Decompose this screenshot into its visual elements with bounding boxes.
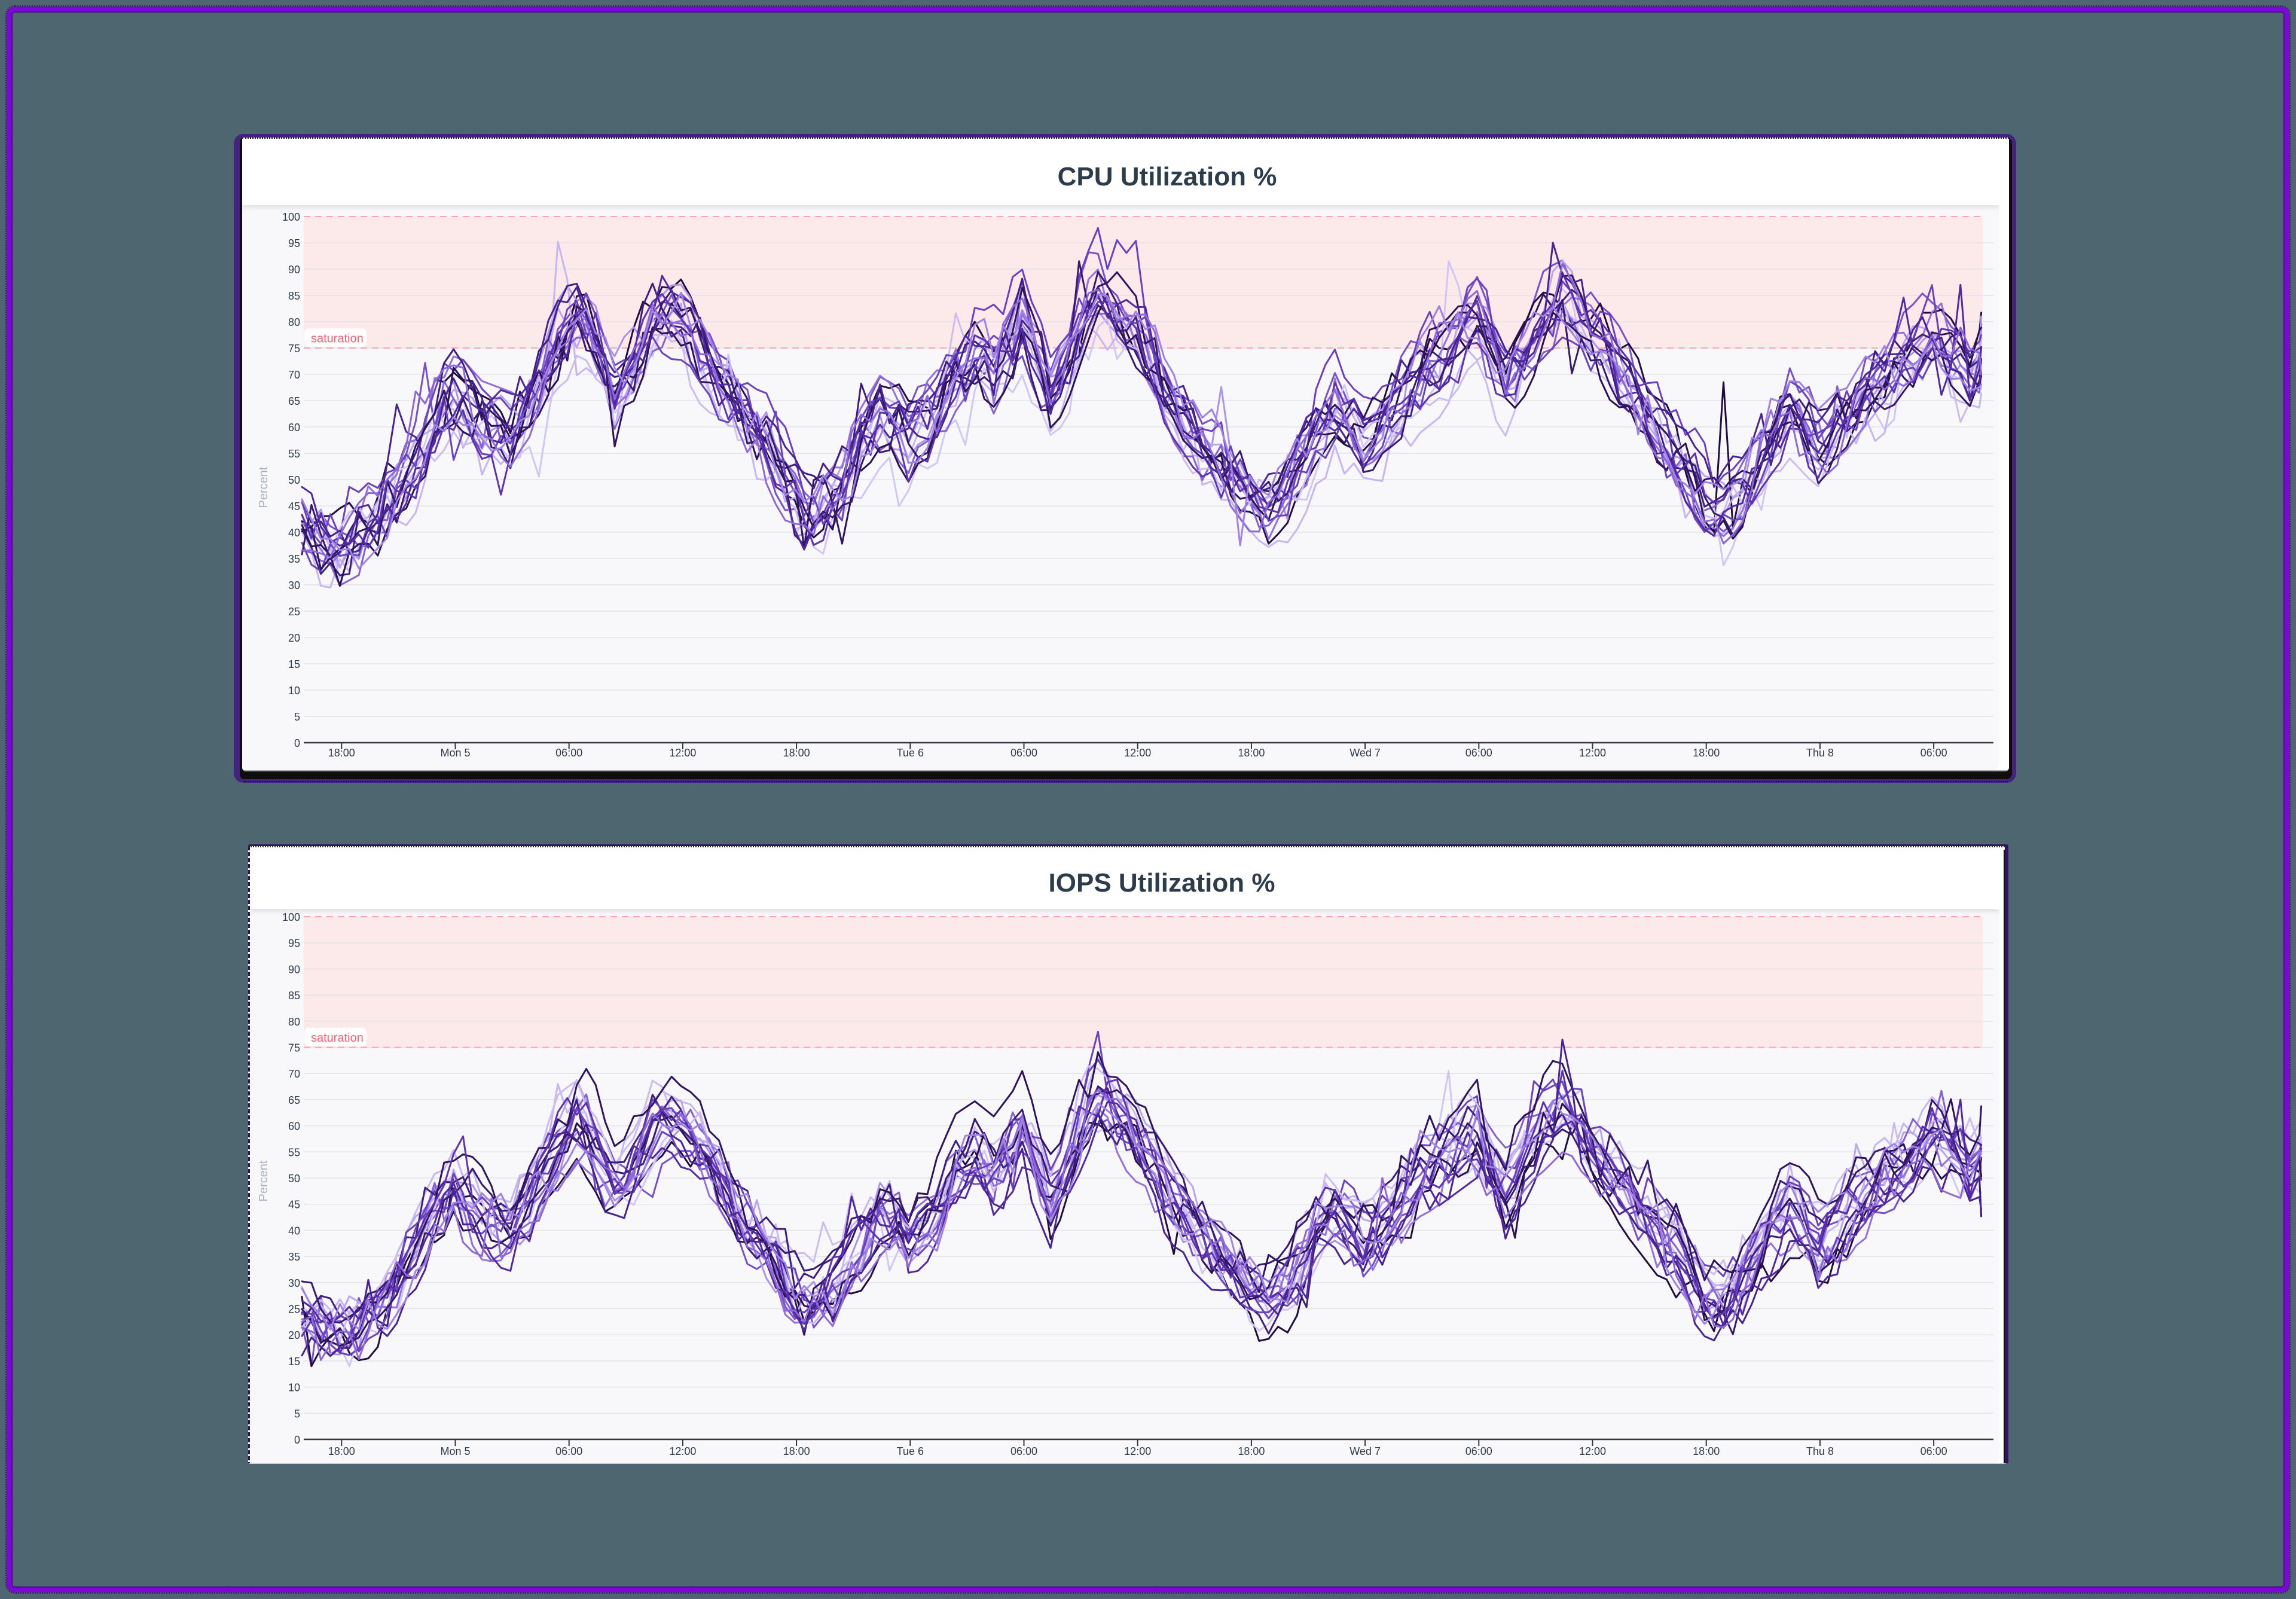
svg-text:06:00: 06:00 xyxy=(1010,1445,1037,1457)
svg-text:35: 35 xyxy=(288,1251,300,1263)
svg-text:Tue 6: Tue 6 xyxy=(897,1445,924,1457)
svg-text:06:00: 06:00 xyxy=(1465,747,1492,759)
svg-text:55: 55 xyxy=(288,448,300,460)
svg-text:55: 55 xyxy=(288,1146,300,1158)
svg-text:12:00: 12:00 xyxy=(669,1445,696,1457)
svg-text:90: 90 xyxy=(288,963,300,975)
svg-text:saturation: saturation xyxy=(311,1032,364,1045)
svg-text:45: 45 xyxy=(288,501,300,512)
svg-text:CPU Utilization %: CPU Utilization % xyxy=(1058,162,1277,191)
svg-text:06:00: 06:00 xyxy=(1921,1445,1947,1457)
svg-text:95: 95 xyxy=(288,938,300,950)
svg-text:Mon 5: Mon 5 xyxy=(440,1445,470,1457)
svg-text:70: 70 xyxy=(288,369,300,381)
svg-text:18:00: 18:00 xyxy=(783,1445,810,1457)
svg-text:60: 60 xyxy=(288,422,300,434)
svg-text:85: 85 xyxy=(288,290,300,302)
svg-text:18:00: 18:00 xyxy=(328,747,355,759)
svg-text:30: 30 xyxy=(288,579,300,591)
svg-text:IOPS Utilization %: IOPS Utilization % xyxy=(1049,868,1275,898)
svg-text:10: 10 xyxy=(288,685,300,697)
svg-text:65: 65 xyxy=(288,1094,300,1106)
svg-text:Wed 7: Wed 7 xyxy=(1349,1445,1381,1457)
svg-text:85: 85 xyxy=(288,990,300,1002)
svg-text:15: 15 xyxy=(288,658,300,670)
svg-text:20: 20 xyxy=(288,1329,300,1341)
svg-text:65: 65 xyxy=(288,395,300,407)
svg-text:18:00: 18:00 xyxy=(1693,1445,1720,1457)
svg-text:20: 20 xyxy=(288,632,300,644)
svg-text:95: 95 xyxy=(288,237,300,249)
svg-text:60: 60 xyxy=(288,1121,300,1133)
svg-text:06:00: 06:00 xyxy=(1921,747,1947,759)
svg-text:15: 15 xyxy=(288,1356,300,1368)
svg-text:Tue 6: Tue 6 xyxy=(897,747,924,759)
svg-text:06:00: 06:00 xyxy=(555,1445,582,1457)
svg-text:06:00: 06:00 xyxy=(1010,747,1037,759)
svg-text:70: 70 xyxy=(288,1068,300,1080)
svg-text:0: 0 xyxy=(294,1434,300,1446)
svg-text:80: 80 xyxy=(288,1016,300,1028)
svg-text:Wed 7: Wed 7 xyxy=(1349,747,1381,759)
svg-text:10: 10 xyxy=(288,1382,300,1394)
svg-text:Mon 5: Mon 5 xyxy=(440,747,470,759)
svg-text:18:00: 18:00 xyxy=(1238,747,1265,759)
svg-text:75: 75 xyxy=(288,343,300,355)
svg-text:25: 25 xyxy=(288,1304,300,1316)
svg-text:100: 100 xyxy=(282,911,300,923)
svg-text:12:00: 12:00 xyxy=(1124,1445,1151,1457)
svg-text:Percent: Percent xyxy=(257,1160,270,1201)
svg-text:18:00: 18:00 xyxy=(1693,747,1720,759)
svg-text:Thu 8: Thu 8 xyxy=(1806,747,1834,759)
svg-text:18:00: 18:00 xyxy=(328,1445,355,1457)
svg-text:40: 40 xyxy=(288,527,300,539)
svg-text:06:00: 06:00 xyxy=(555,747,582,759)
svg-text:0: 0 xyxy=(294,737,300,749)
svg-text:06:00: 06:00 xyxy=(1465,1445,1492,1457)
svg-text:35: 35 xyxy=(288,553,300,565)
svg-text:100: 100 xyxy=(282,211,300,223)
svg-text:12:00: 12:00 xyxy=(1579,747,1606,759)
svg-text:90: 90 xyxy=(288,264,300,276)
svg-text:saturation: saturation xyxy=(311,332,364,346)
svg-text:12:00: 12:00 xyxy=(669,747,696,759)
svg-text:18:00: 18:00 xyxy=(783,747,810,759)
svg-text:80: 80 xyxy=(288,316,300,328)
svg-text:30: 30 xyxy=(288,1277,300,1289)
svg-text:12:00: 12:00 xyxy=(1124,747,1151,759)
svg-text:Percent: Percent xyxy=(257,466,270,508)
svg-text:5: 5 xyxy=(294,711,300,723)
svg-text:18:00: 18:00 xyxy=(1238,1445,1265,1457)
svg-text:Thu 8: Thu 8 xyxy=(1806,1445,1834,1457)
svg-text:50: 50 xyxy=(288,474,300,486)
svg-text:75: 75 xyxy=(288,1042,300,1054)
svg-text:40: 40 xyxy=(288,1225,300,1237)
svg-text:5: 5 xyxy=(294,1408,300,1420)
svg-text:25: 25 xyxy=(288,606,300,618)
svg-text:45: 45 xyxy=(288,1199,300,1211)
svg-text:12:00: 12:00 xyxy=(1579,1445,1606,1457)
svg-text:50: 50 xyxy=(288,1173,300,1185)
